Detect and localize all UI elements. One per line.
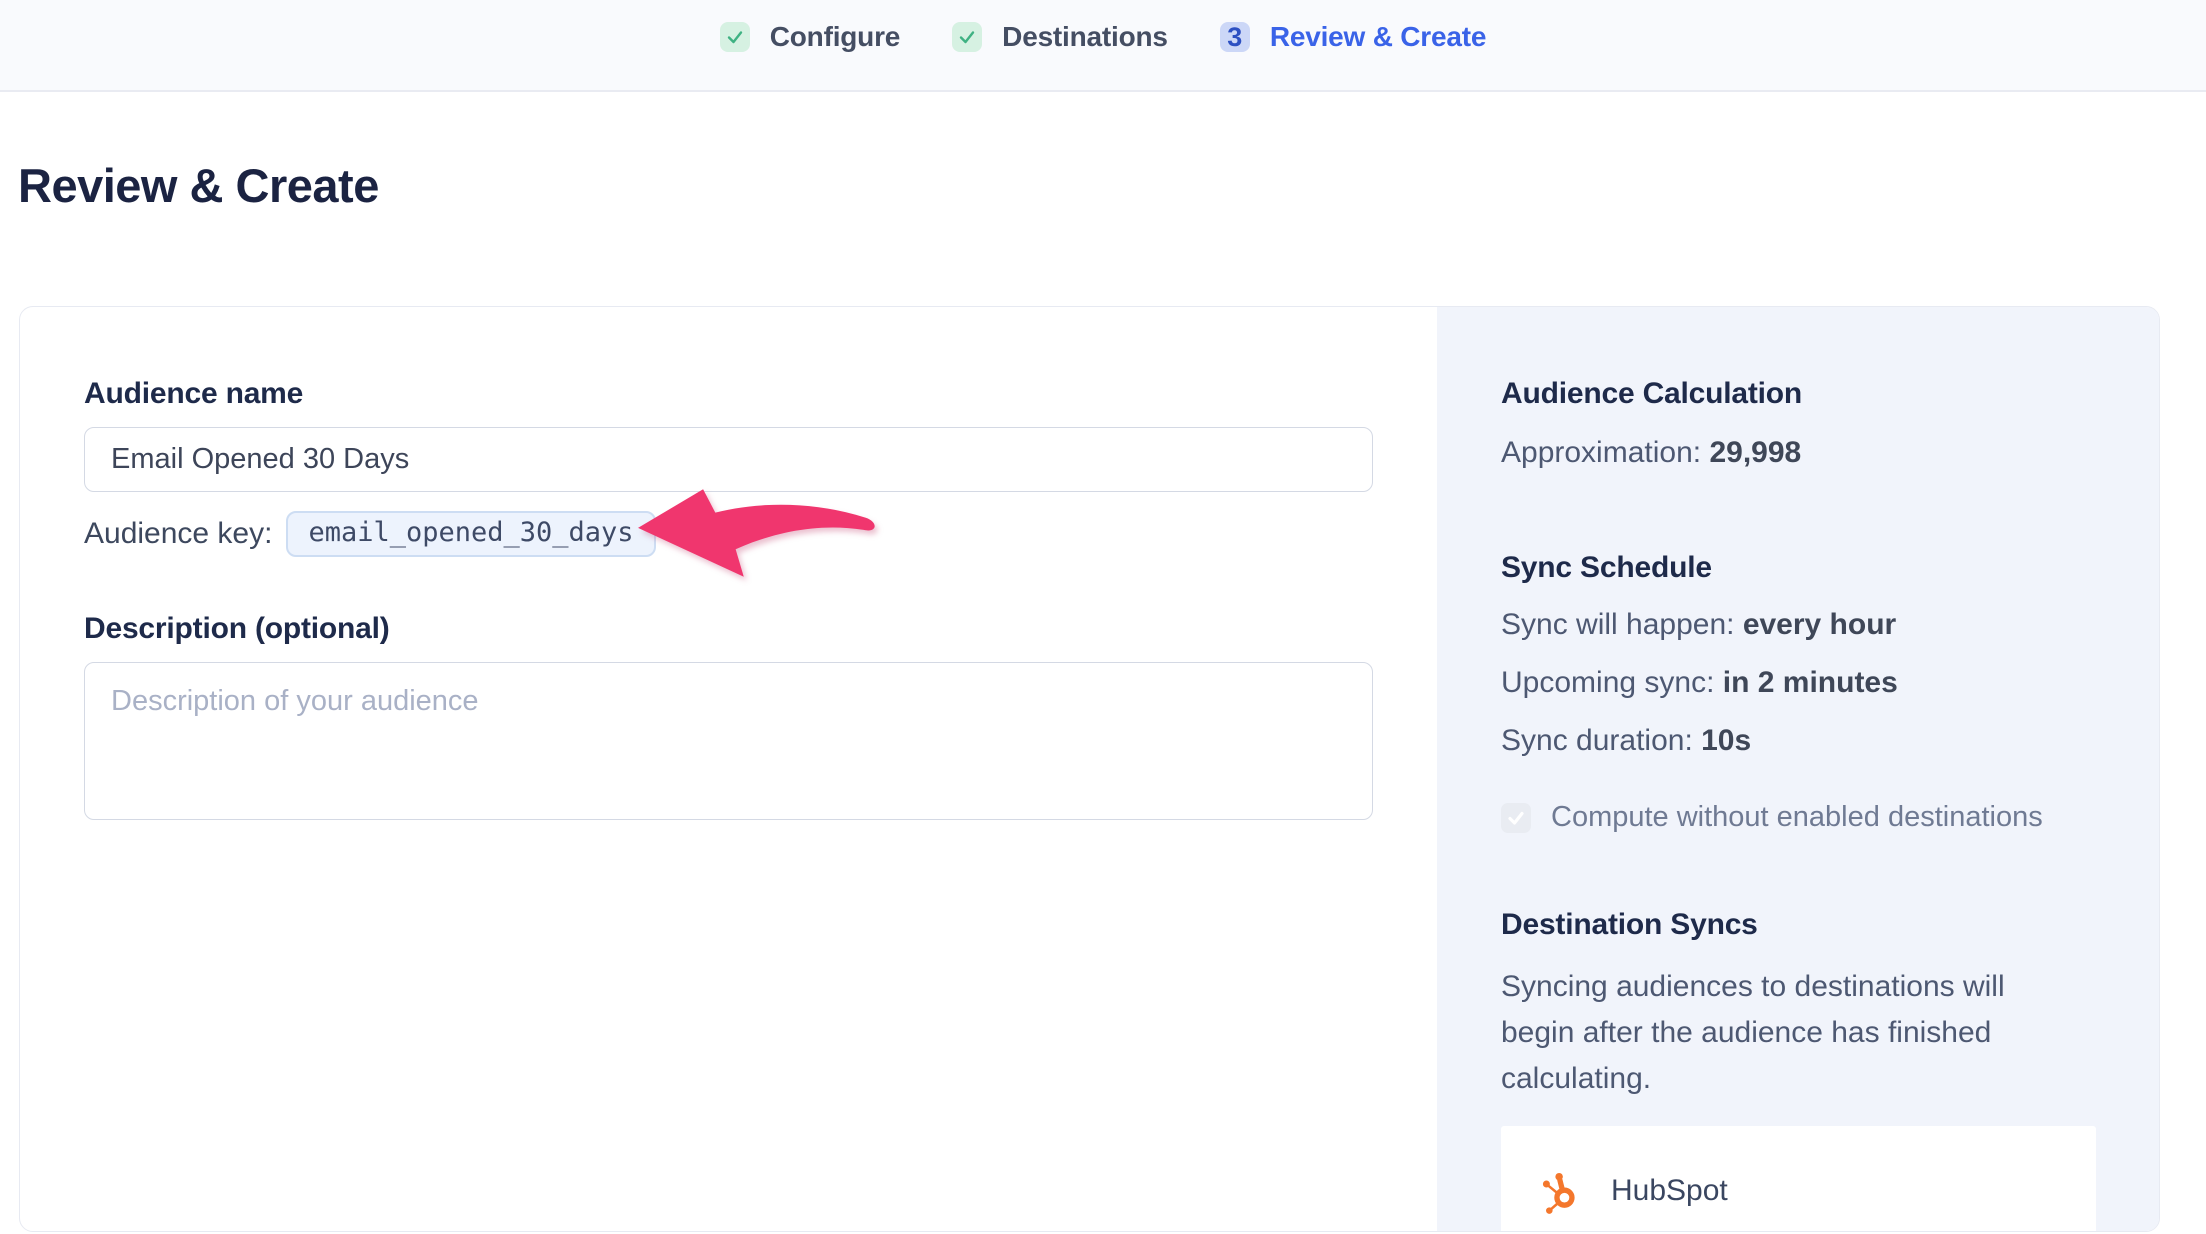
- description-label: Description (optional): [84, 612, 390, 645]
- step-configure-label: Configure: [769, 21, 901, 52]
- audience-key-row: Audience key: email_opened_30_days: [84, 510, 1373, 558]
- upcoming-sync-row: Upcoming sync: in 2 minutes: [1501, 665, 2099, 701]
- step-configure[interactable]: Configure: [719, 21, 901, 53]
- sync-frequency-value: every hour: [1742, 608, 1897, 641]
- sync-duration-value: 10s: [1701, 724, 1752, 757]
- review-card: Audience name Audience key: email_opened…: [19, 306, 2160, 1232]
- sync-schedule-heading: Sync Schedule: [1501, 551, 1712, 584]
- audience-key-label: Audience key:: [84, 517, 273, 550]
- compute-checkbox[interactable]: [1501, 802, 1531, 833]
- step-review-create-label: Review & Create: [1269, 21, 1487, 52]
- compute-checkbox-row: Compute without enabled destinations: [1501, 801, 2099, 834]
- destination-name: HubSpot: [1611, 1174, 1728, 1207]
- step-review-create-badge: 3: [1219, 22, 1250, 52]
- step-configure-badge: [719, 22, 750, 52]
- wizard-header: Configure Destinations 3 Review & Create: [0, 0, 2206, 92]
- page-title: Review & Create: [18, 159, 379, 212]
- approximation-row: Approximation: 29,998: [1501, 435, 2099, 471]
- form-pane: Audience name Audience key: email_opened…: [20, 307, 1437, 1231]
- destination-syncs-heading: Destination Syncs: [1501, 908, 1758, 941]
- step-destinations[interactable]: Destinations: [952, 21, 1168, 53]
- wizard-stepper: Configure Destinations 3 Review & Create: [719, 0, 1487, 90]
- upcoming-sync-value: in 2 minutes: [1722, 666, 1898, 699]
- sync-frequency-row: Sync will happen: every hour: [1501, 607, 2099, 643]
- sync-frequency-label: Sync will happen:: [1501, 608, 1735, 641]
- approximation-value: 29,998: [1709, 436, 1802, 469]
- step-destinations-badge: [952, 22, 983, 52]
- audience-key-chip: email_opened_30_days: [286, 511, 656, 557]
- audience-name-input[interactable]: [84, 427, 1373, 492]
- sync-duration-row: Sync duration: 10s: [1501, 723, 2099, 759]
- step-destinations-label: Destinations: [1002, 21, 1168, 52]
- sync-duration-label: Sync duration:: [1501, 724, 1693, 757]
- summary-pane: Audience Calculation Approximation: 29,9…: [1437, 307, 2159, 1231]
- check-icon: [959, 31, 975, 44]
- compute-checkbox-label: Compute without enabled destinations: [1551, 801, 2043, 833]
- upcoming-sync-label: Upcoming sync:: [1501, 666, 1715, 699]
- check-icon: [727, 31, 742, 44]
- description-textarea[interactable]: [84, 662, 1373, 820]
- destination-card-hubspot[interactable]: HubSpot: [1501, 1126, 2096, 1231]
- check-icon: [1508, 811, 1524, 825]
- destination-syncs-description: Syncing audiences to destinations will b…: [1501, 970, 2005, 1095]
- audience-calculation-heading: Audience Calculation: [1501, 377, 1803, 410]
- hubspot-logo-icon: [1542, 1172, 1575, 1214]
- step-review-create[interactable]: 3 Review & Create: [1219, 21, 1487, 53]
- audience-name-label: Audience name: [84, 377, 304, 410]
- approximation-label: Approximation:: [1501, 436, 1702, 469]
- description-block: Description (optional): [84, 612, 1373, 820]
